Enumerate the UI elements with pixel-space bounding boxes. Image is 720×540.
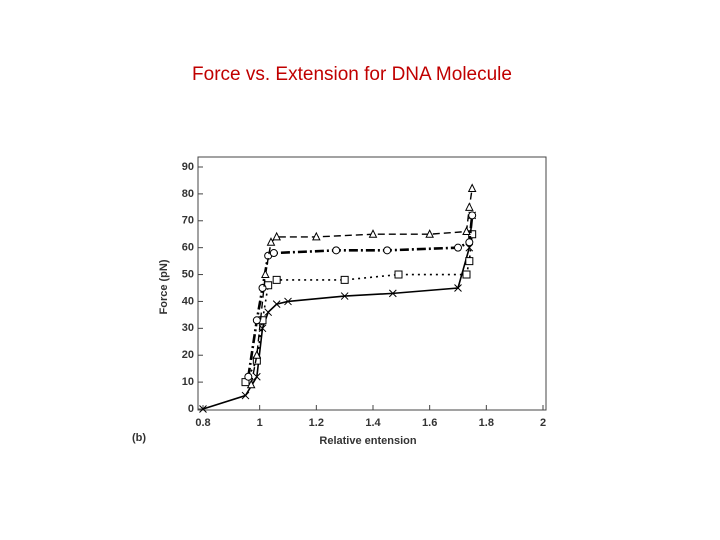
plot-frame	[197, 156, 547, 411]
series-line	[202, 215, 473, 410]
marker	[266, 237, 276, 246]
x-tick-label: 1.6	[422, 417, 437, 429]
y-tick-label: 70	[182, 215, 194, 227]
marker	[241, 391, 250, 400]
marker	[468, 211, 477, 220]
y-tick-label: 80	[182, 188, 194, 200]
marker	[340, 292, 349, 300]
marker	[454, 284, 462, 292]
marker	[383, 246, 392, 255]
marker	[272, 300, 281, 308]
y-tick-label: 40	[182, 295, 194, 307]
marker	[252, 350, 262, 359]
series-line	[247, 215, 474, 377]
series-line	[250, 188, 473, 385]
x-tick-label: 1.4	[365, 417, 381, 429]
x-axis-label: Relative entension	[319, 435, 416, 447]
y-tick-label: 50	[182, 268, 194, 280]
marker	[264, 308, 273, 317]
series-line	[244, 234, 473, 383]
marker	[465, 202, 474, 211]
marker	[368, 229, 378, 238]
y-tick-label: 10	[182, 376, 194, 388]
x-tick-label: 2	[540, 417, 546, 429]
marker	[340, 275, 349, 284]
marker	[284, 297, 292, 306]
marker	[244, 372, 253, 381]
marker	[272, 275, 281, 284]
y-tick-label: 0	[188, 403, 194, 415]
marker	[258, 284, 267, 292]
marker	[252, 316, 261, 325]
x-tick-label: 1	[257, 417, 263, 429]
marker	[199, 405, 207, 413]
y-tick-label: 90	[182, 161, 194, 173]
x-tick-label: 0.8	[195, 417, 210, 429]
y-tick-label: 60	[182, 242, 194, 254]
marker	[388, 289, 397, 298]
panel-label: (b)	[132, 432, 146, 444]
marker	[261, 269, 270, 279]
marker	[462, 226, 471, 236]
marker	[246, 379, 256, 389]
y-tick-label: 20	[182, 349, 194, 361]
marker	[462, 270, 471, 279]
marker	[425, 229, 434, 238]
marker	[332, 246, 341, 255]
marker	[467, 183, 477, 193]
x-tick-label: 1.8	[479, 417, 494, 429]
x-tick-label: 1.2	[309, 417, 324, 429]
marker	[465, 238, 474, 247]
marker	[252, 372, 261, 381]
y-tick-label: 30	[182, 322, 194, 334]
slide-title: Force vs. Extension for DNA Molecule	[192, 64, 512, 85]
marker	[454, 243, 462, 252]
marker	[394, 270, 403, 279]
marker	[465, 257, 474, 266]
marker	[272, 231, 281, 241]
marker	[269, 249, 278, 258]
marker	[312, 231, 321, 241]
y-axis-label: Force (pN)	[158, 259, 170, 314]
